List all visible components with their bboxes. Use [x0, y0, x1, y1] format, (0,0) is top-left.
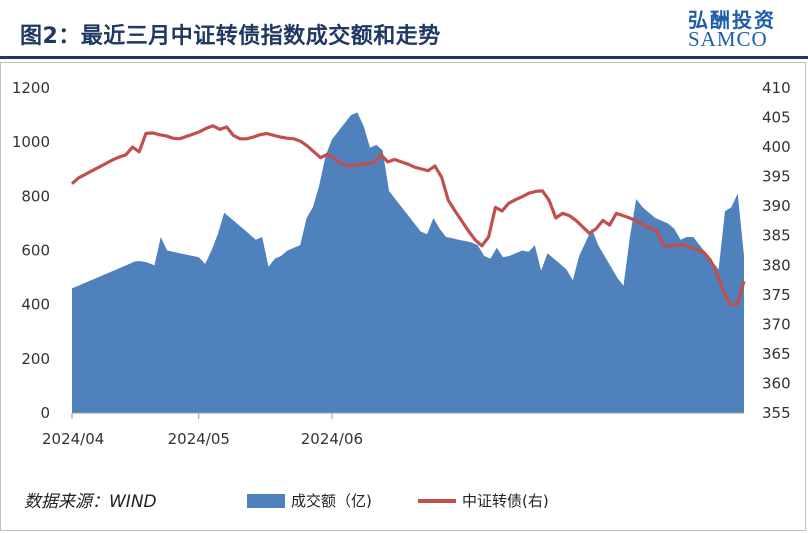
x-tick-label: 2024/06: [301, 430, 363, 448]
chart-frame: [0, 62, 806, 531]
x-tick-label: 2024/04: [42, 430, 104, 448]
line-layer: [70, 124, 746, 307]
y-right-tick-label: 375: [762, 286, 791, 304]
y-right-tick-label: 380: [762, 256, 791, 274]
y-right-tick-label: 395: [762, 168, 791, 186]
y-right-tick-label: 365: [762, 345, 791, 363]
series-area-turnover: [72, 112, 744, 414]
y-left-tick-label: 0: [40, 404, 50, 422]
tick-layer: 0 200 400 600 800 1000 1200 355 360 365 370 375 380 3…: [12, 79, 791, 448]
y-right-tick-label: 360: [762, 374, 791, 392]
y-left-tick-label: 600: [21, 242, 50, 260]
y-left-tick-label: 400: [21, 296, 50, 314]
y-right-tick-label: 400: [762, 138, 791, 156]
y-right-tick-label: 410: [762, 79, 791, 97]
y-left-tick-label: 800: [21, 187, 50, 205]
brand-logo-cn: 弘酬投资: [688, 8, 776, 32]
legend-area-label: 成交额（亿): [291, 492, 372, 510]
y-right-tick-label: 405: [762, 109, 791, 127]
y-right-tick-label: 385: [762, 227, 791, 245]
y-right-tick-label: 370: [762, 315, 791, 333]
chart-title: 图2：最近三月中证转债指数成交额和走势: [20, 24, 441, 49]
y-right-tick-label: 390: [762, 197, 791, 215]
axis-layer: [71, 412, 744, 419]
data-source-note: 数据来源：WIND: [24, 492, 157, 512]
x-tick-label: 2024/05: [168, 430, 230, 448]
legend-line-label: 中证转债(右): [462, 492, 549, 510]
y-left-tick-label: 1000: [12, 133, 50, 151]
y-left-tick-label: 1200: [12, 79, 50, 97]
y-right-tick-label: 355: [762, 404, 791, 422]
brand-logo-en: SAMCO: [688, 27, 768, 51]
legend-area-swatch: [247, 494, 285, 508]
series-line-index: [70, 124, 746, 307]
area-layer: [72, 112, 744, 414]
y-left-tick-label: 200: [21, 350, 50, 368]
title-divider: [0, 56, 808, 59]
legend-line-swatch: [418, 499, 456, 503]
